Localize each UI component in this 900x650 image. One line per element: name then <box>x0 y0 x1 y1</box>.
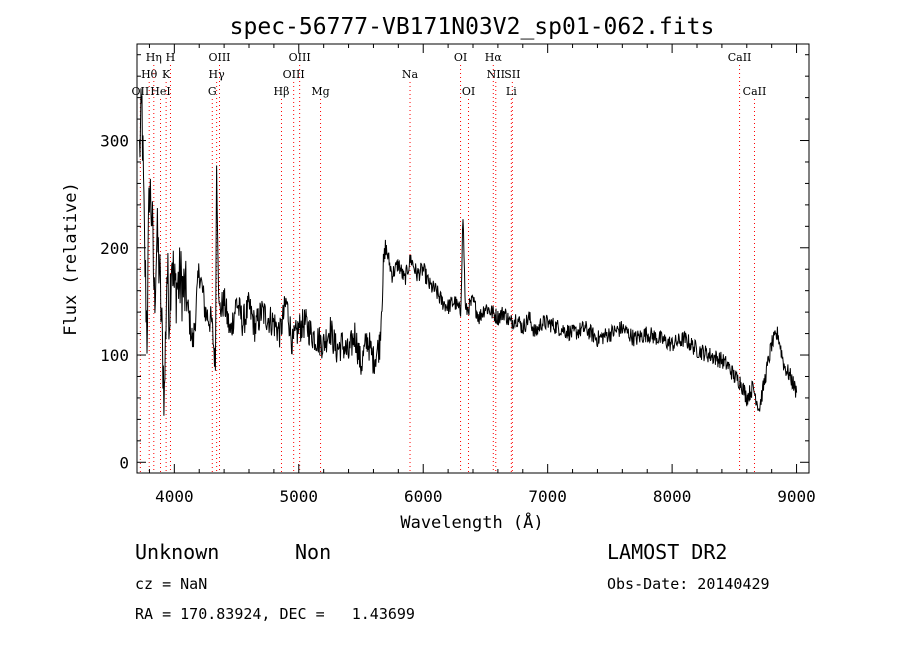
line-label-7: Hγ <box>209 68 226 81</box>
line-label-13: Na <box>402 68 419 81</box>
line-label-6: G <box>208 85 217 98</box>
y-tick-label-1: 100 <box>100 346 129 365</box>
survey-name: LAMOST DR2 <box>607 540 728 564</box>
observation-date: Obs-Date: 20140429 <box>607 575 770 593</box>
y-tick-label-3: 300 <box>100 132 129 151</box>
line-label-18: SII <box>504 68 520 81</box>
chart-title: spec-56777-VB171N03V2_sp01-062.fits <box>230 14 715 40</box>
line-label-3: HeI <box>150 85 170 98</box>
spectral-line-markers: OII Hθ Hη HeI KH G Hγ OIII Hβ OIII OIII Mg Na OI OI Hα N… <box>132 51 767 473</box>
line-label-10: OIII <box>283 68 305 81</box>
line-label-15: OI <box>462 85 475 98</box>
x-tick-label-3: 7000 <box>528 487 567 506</box>
line-label-4: K <box>162 68 171 81</box>
line-label-17: NII <box>487 68 505 81</box>
line-label-11: OIII <box>289 51 311 64</box>
y-tick-label-2: 200 <box>100 239 129 258</box>
axis-ticks: 4000 5000 6000 7000 8000 9000 0 100 200 300 <box>100 44 816 506</box>
line-label-2: Hη <box>146 51 162 64</box>
line-label-1: Hθ <box>141 68 158 81</box>
x-tick-label-2: 6000 <box>404 487 443 506</box>
x-tick-label-4: 8000 <box>653 487 692 506</box>
redshift-value: cz = NaN <box>135 575 208 593</box>
y-axis-label: Flux (relative) <box>61 182 81 336</box>
line-label-9: Hβ <box>274 85 290 98</box>
coordinates: RA = 170.83924, DEC = 1.43699 <box>135 605 415 623</box>
line-label-21: CaII <box>743 85 767 98</box>
line-label-19: Li <box>506 85 517 98</box>
x-axis-label: Wavelength (Å) <box>400 511 543 533</box>
spectrum-line <box>139 88 798 416</box>
plot-frame <box>136 43 810 474</box>
spectral-class: Unknown <box>135 540 220 564</box>
x-tick-label-1: 5000 <box>280 487 319 506</box>
line-label-5: H <box>166 51 176 64</box>
line-label-16: Hα <box>485 51 503 64</box>
spectral-subclass: Non <box>295 540 332 564</box>
x-tick-label-5: 9000 <box>777 487 816 506</box>
line-label-0: OII <box>132 85 150 98</box>
x-tick-label-0: 4000 <box>155 487 194 506</box>
line-label-12: Mg <box>311 85 329 98</box>
line-label-14: OI <box>454 51 467 64</box>
y-tick-label-0: 0 <box>119 453 129 472</box>
line-label-20: CaII <box>728 51 752 64</box>
line-label-8: OIII <box>208 51 230 64</box>
